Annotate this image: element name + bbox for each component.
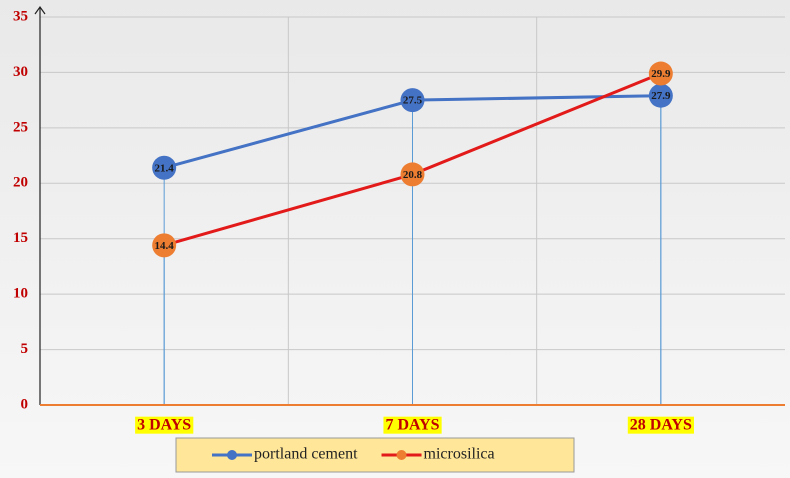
x-tick-label-bg	[627, 416, 694, 434]
data-label: 21.4	[155, 162, 175, 174]
marker	[400, 88, 425, 113]
data-label: 14.4	[155, 240, 175, 252]
legend-marker	[396, 450, 407, 460]
x-tick-label-bg	[135, 416, 194, 434]
legend-label: microsilica	[424, 446, 495, 463]
marker	[152, 233, 177, 258]
marker	[648, 61, 673, 86]
data-label: 20.8	[403, 169, 423, 181]
y-tick-label: 5	[21, 341, 29, 357]
y-tick-label: 0	[21, 396, 29, 412]
legend-label: portland cement	[254, 446, 358, 463]
x-tick-label: 3 DAYS	[137, 417, 191, 434]
y-axis-arrow	[34, 5, 46, 15]
marker	[400, 162, 425, 187]
data-label: 27.5	[403, 95, 423, 107]
y-tick-label: 20	[13, 175, 28, 191]
legend: portland cement microsilica	[175, 437, 575, 473]
data-label: 27.9	[651, 90, 671, 102]
y-tick-label: 25	[13, 119, 28, 135]
y-tick-label: 35	[13, 8, 28, 24]
data-label: 29.9	[651, 68, 671, 80]
y-tick-label: 30	[13, 64, 28, 80]
x-tick-label: 28 DAYS	[630, 417, 692, 434]
x-tick-label: 7 DAYS	[385, 417, 439, 434]
y-tick-label: 10	[13, 286, 28, 302]
marker	[648, 83, 673, 108]
y-tick-label: 15	[13, 230, 28, 246]
legend-marker	[227, 450, 237, 460]
x-tick-label-bg	[383, 416, 442, 434]
marker	[152, 155, 177, 180]
